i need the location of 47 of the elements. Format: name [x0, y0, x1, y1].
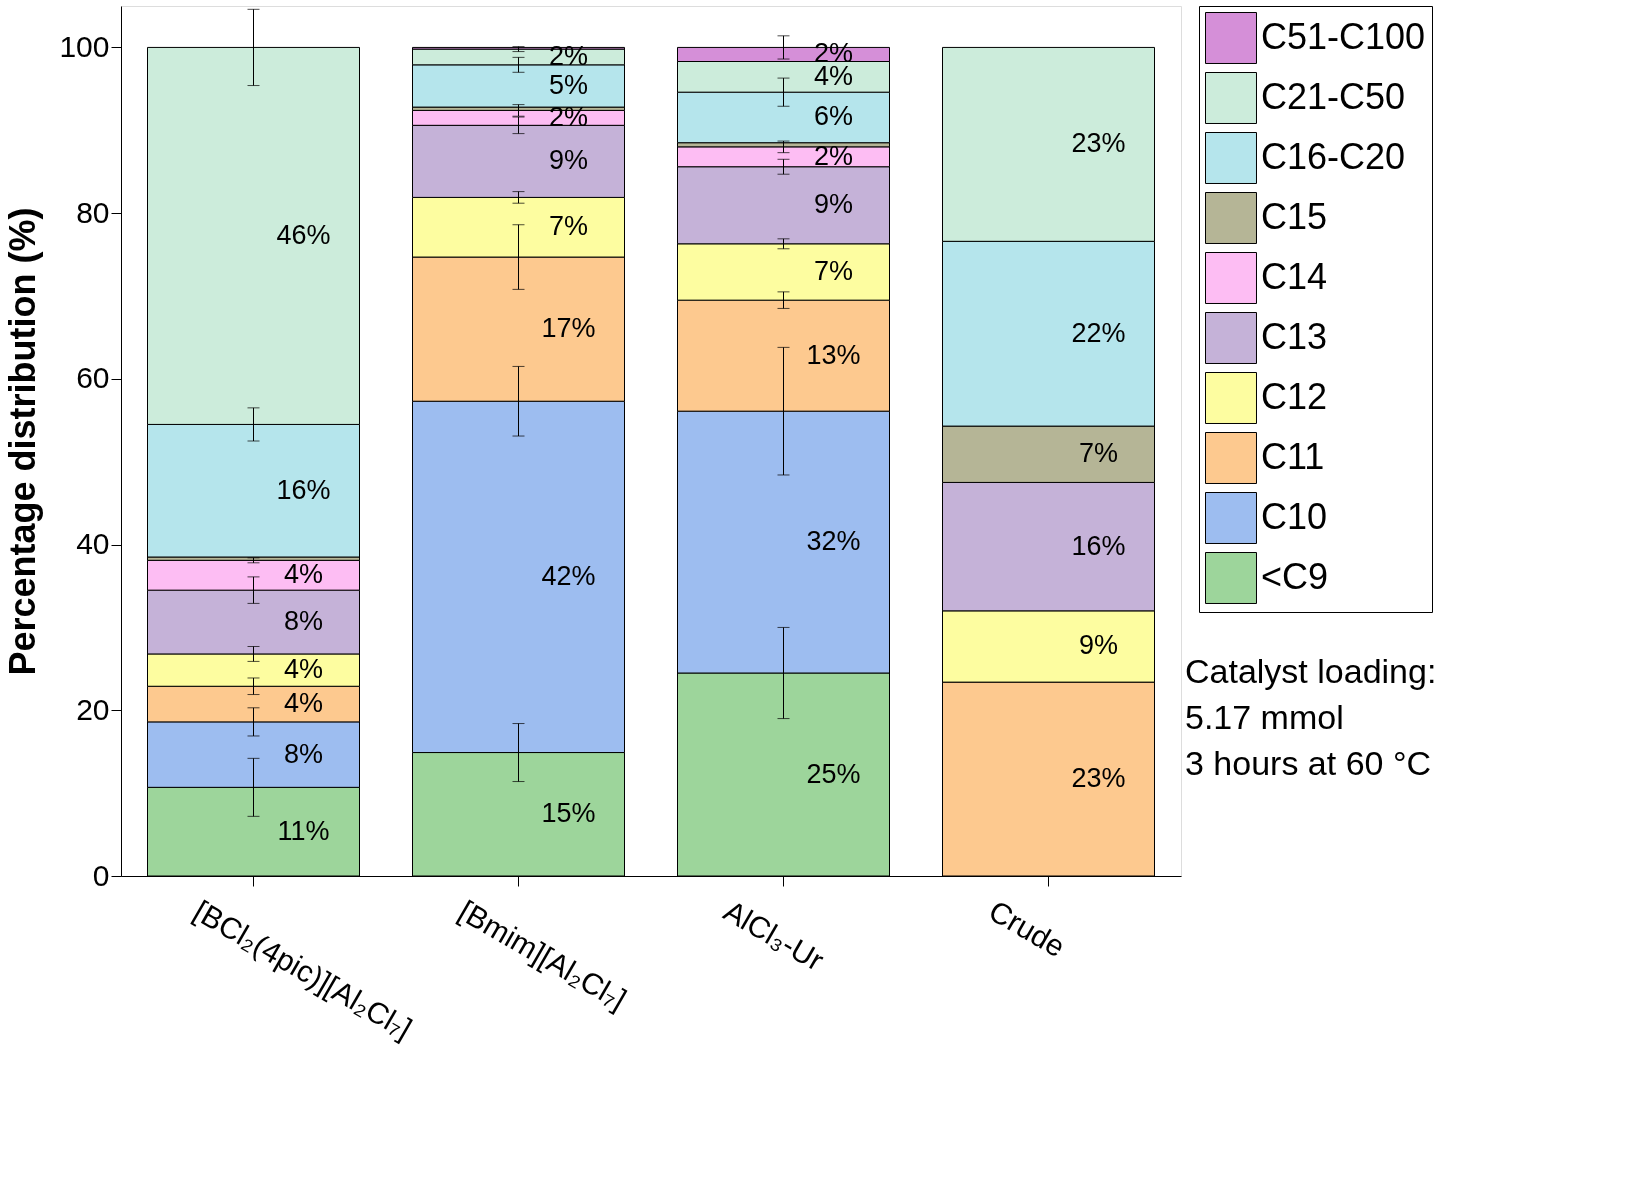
data-label: 7% [813, 255, 854, 286]
data-label: 7% [548, 211, 589, 242]
data-label: 42% [541, 560, 596, 591]
data-label: 17% [541, 313, 596, 344]
y-axis-title: Percentage distribution (%) [2, 207, 44, 676]
data-label: 13% [806, 339, 861, 370]
legend-label: C13 [1261, 316, 1328, 357]
data-label: 23% [1071, 128, 1126, 159]
data-label: 4% [283, 654, 324, 685]
legend-label: C10 [1261, 496, 1328, 537]
legend-label: C12 [1261, 376, 1328, 417]
data-label: 22% [1071, 317, 1126, 348]
data-label: 32% [806, 526, 861, 557]
data-label: 7% [1078, 438, 1119, 469]
data-label: 2% [548, 40, 589, 71]
y-tick-label: 0 [92, 858, 110, 892]
data-label: 9% [813, 189, 854, 220]
y-tick-label: 100 [59, 29, 110, 63]
data-label: 2% [548, 101, 589, 132]
data-label: 16% [1071, 530, 1126, 561]
data-label: 23% [1071, 763, 1126, 794]
y-tick-label: 60 [76, 361, 110, 395]
data-label: 8% [283, 738, 324, 769]
legend-label: <C9 [1261, 556, 1329, 597]
text: Catalyst loading: 5.17 mmol 3 hours at 60 °C [1185, 652, 1437, 782]
legend-label: C16-C20 [1261, 136, 1406, 177]
data-label: 8% [283, 606, 324, 637]
data-label: 46% [276, 219, 331, 250]
data-label: 2% [813, 140, 854, 171]
legend-label: C21-C50 [1261, 76, 1406, 117]
y-tick-label: 40 [76, 527, 110, 561]
data-label: 25% [806, 758, 861, 789]
legend-label: C14 [1261, 256, 1328, 297]
data-label: 15% [541, 798, 596, 829]
legend-label: C11 [1261, 436, 1325, 477]
legend-label: C51-C100 [1261, 16, 1426, 57]
data-label: 6% [813, 101, 854, 132]
data-label: 4% [283, 688, 324, 719]
data-label: 9% [548, 145, 589, 176]
data-label: 11% [277, 815, 330, 846]
data-label: 4% [283, 559, 324, 590]
data-label: 9% [1078, 630, 1119, 661]
legend-label: C15 [1261, 196, 1328, 237]
data-label: 5% [548, 69, 589, 100]
y-tick-label: 80 [76, 195, 110, 229]
data-label: 16% [276, 474, 331, 505]
y-tick-label: 20 [76, 692, 110, 726]
